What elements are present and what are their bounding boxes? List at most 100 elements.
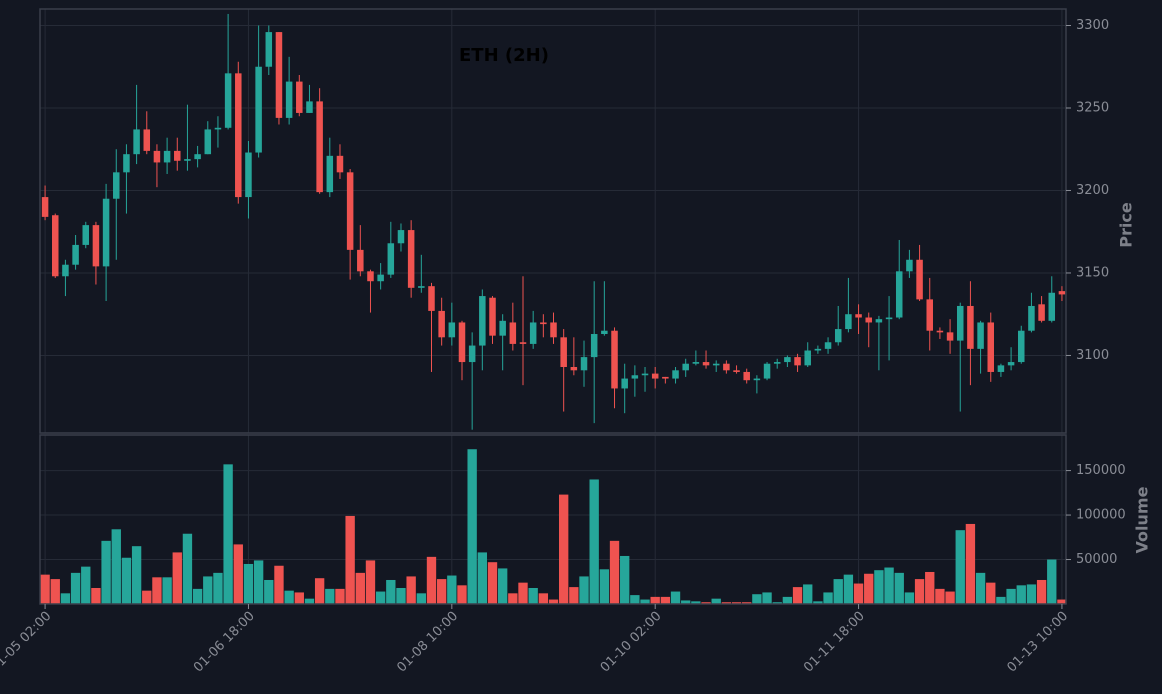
- candle-body: [1028, 305, 1035, 331]
- candle-body: [82, 225, 90, 245]
- volume-bar: [538, 593, 549, 604]
- volume-bar: [874, 570, 884, 604]
- volume-bar: [487, 562, 498, 604]
- candle-body: [834, 329, 842, 343]
- candle-body: [814, 348, 822, 351]
- candle-body: [174, 150, 181, 161]
- candle-body: [306, 101, 313, 113]
- candle-body: [235, 73, 242, 198]
- candle-body: [641, 373, 649, 376]
- volume-bar: [508, 593, 518, 604]
- volume-bar: [589, 479, 599, 604]
- candle-body: [763, 363, 771, 379]
- candle-body: [570, 367, 578, 371]
- volume-bar: [172, 552, 182, 604]
- volume-bar: [772, 602, 782, 604]
- volume-bar: [426, 556, 437, 604]
- candle-body: [255, 66, 262, 153]
- volume-bar: [833, 579, 843, 604]
- candle-body: [214, 127, 222, 130]
- candle-body: [224, 73, 232, 128]
- volume-bar: [416, 593, 426, 604]
- volume-bar: [365, 560, 376, 604]
- candle-body: [377, 274, 384, 282]
- volume-bar: [477, 552, 488, 604]
- volume-bar: [81, 566, 91, 604]
- candle-body: [143, 129, 151, 151]
- volume-bar: [1006, 588, 1016, 604]
- candle-body: [946, 332, 954, 341]
- volume-bar: [233, 544, 243, 604]
- candle-body: [702, 362, 710, 366]
- volume-bar: [955, 530, 965, 604]
- volume-bar: [121, 557, 132, 604]
- volume-bar: [1047, 559, 1057, 604]
- volume-frame: [39, 434, 1067, 605]
- volume-bar: [620, 555, 630, 604]
- candle-body: [1007, 362, 1015, 366]
- candle-body: [123, 154, 130, 173]
- candle-body: [977, 322, 984, 349]
- volume-bar: [782, 596, 793, 604]
- volume-bar: [914, 579, 925, 604]
- candle-body: [956, 305, 964, 341]
- volume-bar: [1016, 585, 1026, 604]
- candle-body: [489, 297, 496, 336]
- candle-body: [997, 365, 1005, 372]
- candle-body: [1058, 291, 1066, 295]
- y-tick-label: 50000: [1076, 552, 1117, 567]
- volume-bar: [40, 574, 50, 604]
- y-tick-label: 100000: [1076, 508, 1126, 523]
- candle-body: [285, 81, 293, 118]
- candle-body: [92, 225, 100, 267]
- volume-bar: [864, 573, 874, 604]
- volume-bar: [945, 591, 955, 604]
- candle-body: [1048, 292, 1056, 321]
- volume-bar: [925, 571, 935, 604]
- volume-bar: [436, 579, 447, 604]
- volume-bar: [203, 576, 213, 604]
- y-tick-label: 3100: [1076, 348, 1109, 363]
- candle-body: [824, 342, 832, 349]
- candle-body: [804, 350, 811, 366]
- candle-body: [428, 286, 435, 311]
- candle-body: [651, 373, 659, 379]
- volume-bar: [721, 602, 732, 604]
- volume-bar: [243, 563, 254, 604]
- candle-body: [540, 322, 547, 325]
- volume-bar: [70, 572, 81, 604]
- volume-bar: [131, 546, 142, 604]
- candle-body: [519, 342, 527, 344]
- candle-body: [468, 345, 476, 363]
- candle-body: [733, 370, 740, 372]
- volume-bar: [274, 565, 284, 604]
- volume-bar: [457, 585, 467, 604]
- candle-body: [346, 172, 354, 250]
- candle-body: [418, 286, 425, 288]
- candle-body: [41, 197, 49, 217]
- candle-body: [499, 320, 506, 336]
- candle-body: [51, 215, 59, 277]
- candle-body: [682, 363, 689, 371]
- candle-body: [153, 150, 161, 163]
- volume-bar: [884, 567, 894, 604]
- volume-bar: [548, 599, 559, 604]
- volume-bar: [1057, 599, 1067, 604]
- volume-bar: [935, 588, 945, 604]
- candle-body: [611, 330, 618, 389]
- y-tick-label: 3200: [1076, 183, 1109, 198]
- volume-bar: [264, 579, 274, 604]
- y-tick-label: 3300: [1076, 18, 1109, 33]
- candle-body: [875, 319, 883, 323]
- candle-body: [560, 337, 567, 368]
- volume-bar: [335, 588, 345, 604]
- candle-body: [967, 305, 974, 349]
- volume-bar: [853, 583, 864, 604]
- volume-bar: [447, 575, 457, 604]
- candle-body: [784, 357, 791, 363]
- volume-bar: [111, 529, 121, 604]
- candle-body: [865, 317, 872, 323]
- volume-bar: [792, 587, 803, 604]
- candle-body: [631, 375, 639, 379]
- volume-bar: [375, 591, 386, 604]
